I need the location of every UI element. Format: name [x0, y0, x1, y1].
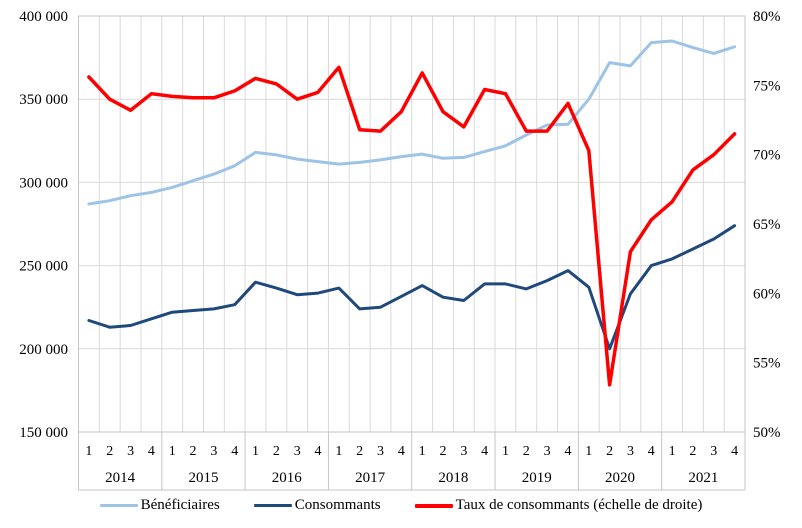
- quarter-label: 3: [210, 444, 217, 459]
- quarter-label: 2: [190, 444, 197, 459]
- quarter-label: 3: [710, 444, 717, 459]
- quarter-label: 3: [294, 444, 301, 459]
- quarter-label: 1: [419, 444, 426, 459]
- right-axis-tick-label: 50%: [753, 425, 781, 441]
- quarter-label: 3: [544, 444, 551, 459]
- taux-line: [87, 65, 737, 387]
- year-label: 2020: [605, 470, 635, 486]
- quarter-label: 1: [252, 444, 259, 459]
- quarter-label: 3: [377, 444, 384, 459]
- year-label: 2014: [105, 470, 136, 486]
- right-axis-tick-label: 80%: [753, 9, 781, 25]
- quarter-label: 1: [169, 444, 176, 459]
- legend-label-consommants: Consommants: [294, 497, 381, 513]
- left-axis-tick-label: 150 000: [19, 425, 68, 441]
- legend-label-taux: Taux de consommants (échelle de droite): [455, 497, 703, 513]
- quarter-label: 2: [606, 444, 613, 459]
- quarter-label: 1: [669, 444, 676, 459]
- quarter-label: 3: [627, 444, 634, 459]
- quarter-label: 1: [85, 444, 92, 459]
- year-label: 2018: [438, 470, 468, 486]
- quarter-label: 2: [356, 444, 363, 459]
- beneficiaires-line: [87, 39, 737, 206]
- beneficiaires-line-swatch: [99, 504, 138, 507]
- right-axis-tick-label: 70%: [753, 148, 781, 164]
- year-label: 2016: [272, 470, 303, 486]
- year-label: 2017: [355, 470, 386, 486]
- taux-line-swatch: [414, 503, 453, 508]
- legend-item-taux: Taux de consommants (échelle de droite): [414, 497, 703, 514]
- right-axis-tick-label: 55%: [753, 356, 781, 372]
- consommants-line-swatch: [253, 503, 292, 508]
- year-label: 2015: [188, 470, 218, 486]
- quarter-label: 1: [335, 444, 342, 459]
- quarter-label: 4: [481, 444, 488, 459]
- left-axis-tick-label: 200 000: [19, 342, 68, 358]
- left-axis-tick-label: 350 000: [19, 92, 68, 108]
- quarter-label: 4: [648, 444, 655, 459]
- quarter-label: 4: [564, 444, 571, 459]
- quarter-label: 4: [231, 444, 238, 459]
- year-label: 2021: [688, 470, 718, 486]
- quarter-label: 2: [439, 444, 446, 459]
- quarter-label: 4: [148, 444, 155, 459]
- chart-legend: Bénéficiaires Consommants Taux de consom…: [0, 497, 802, 514]
- legend-label-beneficiaires: Bénéficiaires: [140, 497, 220, 513]
- left-axis-tick-label: 400 000: [19, 9, 68, 25]
- quarter-label: 3: [127, 444, 134, 459]
- quarter-label: 2: [273, 444, 280, 459]
- quarter-label: 2: [523, 444, 530, 459]
- quarter-label: 4: [315, 444, 322, 459]
- right-axis-tick-label: 60%: [753, 286, 781, 302]
- quarter-label: 3: [460, 444, 467, 459]
- quarter-label: 1: [585, 444, 592, 459]
- quarter-label: 4: [731, 444, 738, 459]
- quarter-label: 4: [398, 444, 405, 459]
- legend-item-consommants: Consommants: [253, 497, 381, 514]
- quarter-label: 1: [502, 444, 509, 459]
- right-axis-tick-label: 75%: [753, 78, 781, 94]
- consommants-line: [87, 224, 737, 351]
- quarter-label: 2: [106, 444, 113, 459]
- left-axis-tick-label: 300 000: [19, 175, 68, 191]
- left-axis-tick-label: 250 000: [19, 259, 68, 275]
- legend-item-beneficiaires: Bénéficiaires: [99, 497, 220, 514]
- year-label: 2019: [522, 470, 552, 486]
- right-axis-tick-label: 65%: [753, 217, 781, 233]
- quarter-label: 2: [689, 444, 696, 459]
